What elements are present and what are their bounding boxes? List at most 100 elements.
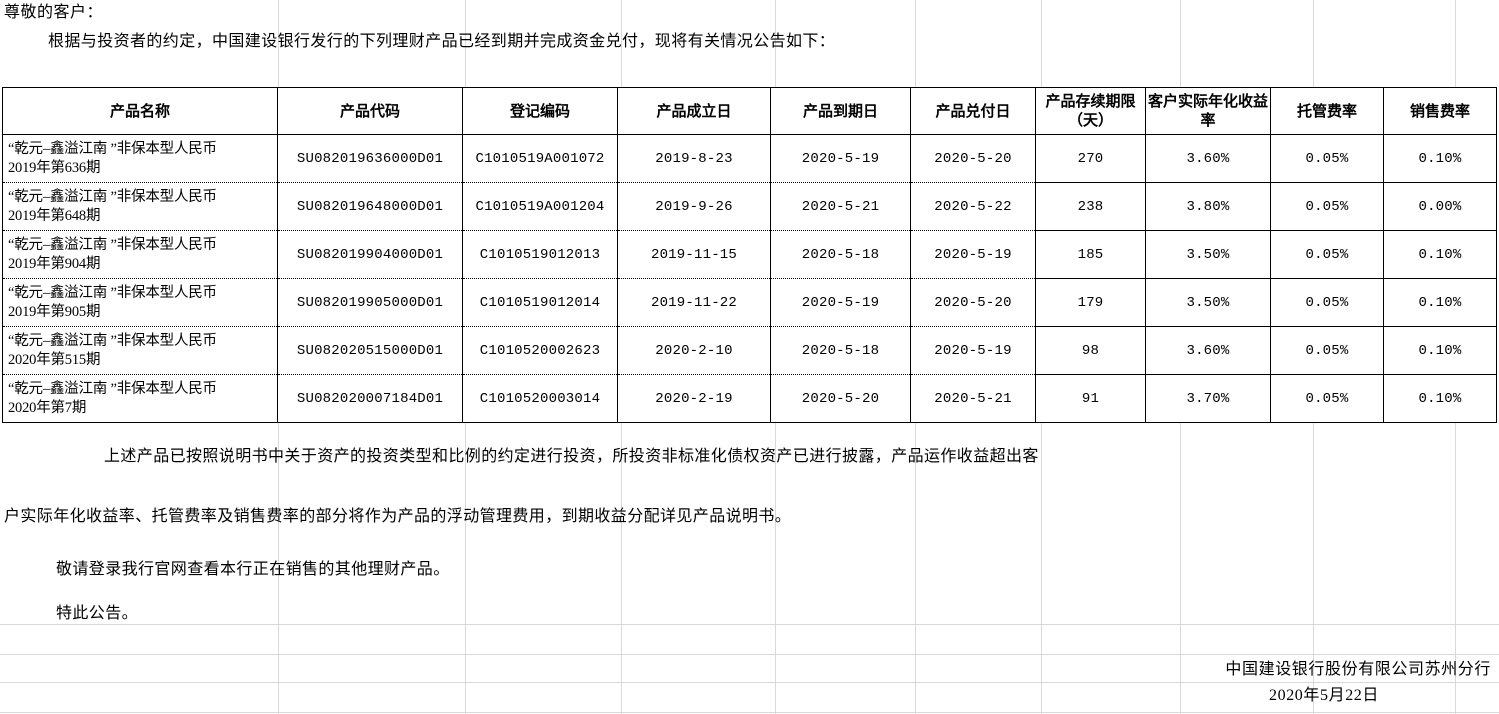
col-header-product-name: 产品名称: [2, 87, 278, 135]
cell-custody-fee: 0.05%: [1270, 278, 1384, 327]
product-name-line1: “乾元–鑫溢江南 ”非保本型人民币: [8, 188, 217, 205]
cell-registration-code: C1010520003014: [462, 374, 618, 423]
cell-custody-fee: 0.05%: [1270, 374, 1384, 423]
cell-maturity-date: 2020-5-19: [770, 278, 911, 327]
product-name-line2: 2019年第904期: [8, 255, 101, 272]
cell-payment-date: 2020-5-19: [910, 326, 1036, 375]
salutation: 尊敬的客户：: [4, 4, 104, 21]
product-name-line2: 2019年第905期: [8, 303, 101, 320]
col-header-actual-yield: 客户实际年化收益 率: [1145, 87, 1271, 135]
product-name-line1: “乾元–鑫溢江南 ”非保本型人民币: [8, 236, 217, 253]
table-row: “乾元–鑫溢江南 ”非保本型人民币 2019年第636期 SU08201963600…: [2, 134, 1497, 183]
table-header-row: 产品名称 产品代码 登记编码 产品成立日 产品到期日 产品兑付日 产品存续期限 …: [2, 87, 1497, 135]
col-header-start-date: 产品成立日: [617, 87, 771, 135]
cell-start-date: 2020-2-19: [617, 374, 771, 423]
cell-actual-yield: 3.80%: [1145, 182, 1271, 231]
cell-sales-fee: 0.10%: [1383, 374, 1497, 423]
cell-sales-fee: 0.10%: [1383, 230, 1497, 279]
table-row: “乾元–鑫溢江南 ”非保本型人民币 2019年第905期 SU08201990500…: [2, 278, 1497, 327]
table-row: “乾元–鑫溢江南 ”非保本型人民币 2020年第7期 SU082020007184D…: [2, 374, 1497, 423]
product-name-line2: 2020年第515期: [8, 351, 101, 368]
cell-product-code: SU082020515000D01: [277, 326, 463, 375]
cell-sales-fee: 0.10%: [1383, 278, 1497, 327]
cell-registration-code: C1010519A001204: [462, 182, 618, 231]
cell-sales-fee: 0.10%: [1383, 326, 1497, 375]
cell-product-code: SU082019905000D01: [277, 278, 463, 327]
signature-organization: 中国建设银行股份有限公司苏州分行: [1225, 661, 1491, 678]
cell-start-date: 2019-8-23: [617, 134, 771, 183]
cell-actual-yield: 3.60%: [1145, 326, 1271, 375]
table-row: “乾元–鑫溢江南 ”非保本型人民币 2020年第515期 SU08202051500…: [2, 326, 1497, 375]
cell-product-name: “乾元–鑫溢江南 ”非保本型人民币 2020年第7期: [2, 374, 278, 423]
cell-start-date: 2020-2-10: [617, 326, 771, 375]
col-header-duration-line1: 产品存续期限: [1045, 93, 1136, 110]
col-header-yield-line2: 率: [1200, 112, 1216, 129]
cell-duration-days: 179: [1035, 278, 1146, 327]
cell-custody-fee: 0.05%: [1270, 230, 1384, 279]
col-header-maturity-date: 产品到期日: [770, 87, 911, 135]
cell-registration-code: C1010519A001072: [462, 134, 618, 183]
cell-duration-days: 238: [1035, 182, 1146, 231]
col-header-payment-date: 产品兑付日: [910, 87, 1036, 135]
closing-paragraph-3: 敬请登录我行官网查看本行正在销售的其他理财产品。: [56, 561, 450, 578]
product-name-line1: “乾元–鑫溢江南 ”非保本型人民币: [8, 284, 217, 301]
cell-product-code: SU082019636000D01: [277, 134, 463, 183]
cell-product-code: SU082020007184D01: [277, 374, 463, 423]
cell-product-code: SU082019648000D01: [277, 182, 463, 231]
signature-date: 2020年5月22日: [1269, 687, 1379, 704]
cell-maturity-date: 2020-5-18: [770, 230, 911, 279]
col-header-custody-fee: 托管费率: [1270, 87, 1384, 135]
cell-start-date: 2019-11-22: [617, 278, 771, 327]
cell-maturity-date: 2020-5-21: [770, 182, 911, 231]
cell-product-name: “乾元–鑫溢江南 ”非保本型人民币 2020年第515期: [2, 326, 278, 375]
product-table: 产品名称 产品代码 登记编码 产品成立日 产品到期日 产品兑付日 产品存续期限 …: [2, 87, 1497, 423]
cell-payment-date: 2020-5-21: [910, 374, 1036, 423]
table-row: “乾元–鑫溢江南 ”非保本型人民币 2019年第904期 SU08201990400…: [2, 230, 1497, 279]
cell-product-code: SU082019904000D01: [277, 230, 463, 279]
cell-custody-fee: 0.05%: [1270, 134, 1384, 183]
cell-actual-yield: 3.50%: [1145, 230, 1271, 279]
cell-sales-fee: 0.10%: [1383, 134, 1497, 183]
cell-product-name: “乾元–鑫溢江南 ”非保本型人民币 2019年第636期: [2, 134, 278, 183]
col-header-duration-line2: （天）: [1067, 112, 1113, 129]
cell-sales-fee: 0.00%: [1383, 182, 1497, 231]
cell-duration-days: 185: [1035, 230, 1146, 279]
cell-product-name: “乾元–鑫溢江南 ”非保本型人民币 2019年第648期: [2, 182, 278, 231]
cell-start-date: 2019-9-26: [617, 182, 771, 231]
cell-payment-date: 2020-5-20: [910, 134, 1036, 183]
closing-paragraph-1: 上述产品已按照说明书中关于资产的投资类型和比例的约定进行投资，所投资非标准化债权…: [104, 448, 1039, 465]
closing-paragraph-4: 特此公告。: [56, 605, 139, 622]
product-name-line1: “乾元–鑫溢江南 ”非保本型人民币: [8, 380, 217, 397]
product-name-line1: “乾元–鑫溢江南 ”非保本型人民币: [8, 332, 217, 349]
cell-maturity-date: 2020-5-20: [770, 374, 911, 423]
cell-duration-days: 270: [1035, 134, 1146, 183]
col-header-sales-fee: 销售费率: [1383, 87, 1497, 135]
product-name-line2: 2019年第636期: [8, 159, 101, 176]
cell-registration-code: C1010519012013: [462, 230, 618, 279]
cell-payment-date: 2020-5-19: [910, 230, 1036, 279]
intro-paragraph: 根据与投资者的约定，中国建设银行发行的下列理财产品已经到期并完成资金兑付，现将有…: [48, 33, 836, 50]
cell-actual-yield: 3.50%: [1145, 278, 1271, 327]
cell-actual-yield: 3.60%: [1145, 134, 1271, 183]
cell-payment-date: 2020-5-22: [910, 182, 1036, 231]
cell-custody-fee: 0.05%: [1270, 326, 1384, 375]
closing-paragraph-2: 户实际年化收益率、托管费率及销售费率的部分将作为产品的浮动管理费用，到期收益分配…: [4, 508, 792, 525]
col-header-duration-days: 产品存续期限 （天）: [1035, 87, 1146, 135]
cell-actual-yield: 3.70%: [1145, 374, 1271, 423]
product-name-line1: “乾元–鑫溢江南 ”非保本型人民币: [8, 140, 217, 157]
cell-maturity-date: 2020-5-19: [770, 134, 911, 183]
cell-registration-code: C1010519012014: [462, 278, 618, 327]
product-name-line2: 2020年第7期: [8, 399, 87, 416]
col-header-yield-line1: 客户实际年化收益: [1147, 93, 1268, 110]
cell-product-name: “乾元–鑫溢江南 ”非保本型人民币 2019年第904期: [2, 230, 278, 279]
table-row: “乾元–鑫溢江南 ”非保本型人民币 2019年第648期 SU08201964800…: [2, 182, 1497, 231]
cell-duration-days: 98: [1035, 326, 1146, 375]
cell-payment-date: 2020-5-20: [910, 278, 1036, 327]
cell-product-name: “乾元–鑫溢江南 ”非保本型人民币 2019年第905期: [2, 278, 278, 327]
cell-start-date: 2019-11-15: [617, 230, 771, 279]
col-header-registration-code: 登记编码: [462, 87, 618, 135]
cell-registration-code: C1010520002623: [462, 326, 618, 375]
cell-duration-days: 91: [1035, 374, 1146, 423]
cell-custody-fee: 0.05%: [1270, 182, 1384, 231]
col-header-product-code: 产品代码: [277, 87, 463, 135]
